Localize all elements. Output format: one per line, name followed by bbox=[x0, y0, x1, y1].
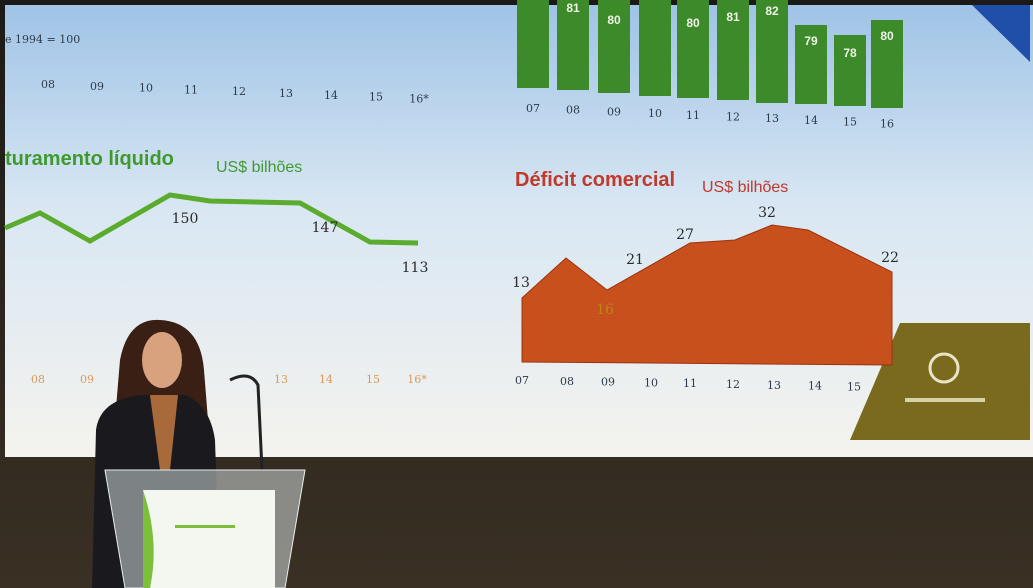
bar-axis-label: 09 bbox=[607, 105, 621, 118]
revenue-value-label: 150 bbox=[172, 211, 199, 227]
revenue-value-label: 113 bbox=[402, 260, 429, 276]
deficit-axis-label: 11 bbox=[683, 377, 697, 390]
deficit-value-label: 21 bbox=[626, 252, 644, 268]
photo: e 1994 = 100 turamento líquido US$ bilhõ… bbox=[0, 0, 1033, 588]
bar-axis-label: 16 bbox=[880, 117, 894, 130]
deficit-title: Déficit comercial bbox=[515, 169, 675, 191]
bar bbox=[677, 0, 709, 98]
bar-value-label: 81 bbox=[566, 1, 580, 15]
deficit-axis-label: 15 bbox=[847, 380, 861, 393]
photo-canvas: e 1994 = 100 turamento líquido US$ bilhõ… bbox=[0, 0, 1033, 588]
bar bbox=[639, 0, 671, 96]
deficit-axis-label: 13 bbox=[767, 379, 781, 392]
bar-value-label: 81 bbox=[726, 10, 740, 24]
deficit-axis-label: 12 bbox=[726, 378, 740, 391]
index-axis-label: 11 bbox=[184, 83, 198, 96]
revenue-axis-label: 09 bbox=[80, 373, 94, 386]
deficit-value-label: 22 bbox=[881, 250, 899, 266]
bar bbox=[517, 0, 549, 88]
bar-value-label: 80 bbox=[880, 29, 894, 43]
deficit-axis-label: 08 bbox=[560, 375, 574, 388]
deficit-axis-label: 14 bbox=[808, 380, 822, 393]
bar-axis-label: 14 bbox=[804, 114, 818, 127]
revenue-title: turamento líquido bbox=[5, 148, 174, 170]
revenue-unit: US$ bilhões bbox=[216, 159, 302, 176]
bar-axis-label: 08 bbox=[566, 104, 580, 117]
deficit-value-label: 16 bbox=[596, 302, 614, 318]
bar-axis-label: 13 bbox=[765, 112, 779, 125]
bar-value-label: 79 bbox=[804, 34, 818, 48]
bar-axis-label: 10 bbox=[648, 107, 662, 120]
index-note: e 1994 = 100 bbox=[5, 33, 80, 46]
podium-sign-text bbox=[175, 525, 235, 528]
deficit-axis-label: 10 bbox=[644, 376, 658, 389]
bar-axis-label: 11 bbox=[686, 109, 700, 122]
bar-value-label: 82 bbox=[765, 4, 779, 18]
bar-value-label: 80 bbox=[607, 13, 621, 27]
deficit-axis-label: 09 bbox=[601, 376, 615, 389]
deficit-value-label: 32 bbox=[758, 205, 776, 221]
bar-axis-label: 07 bbox=[526, 102, 540, 115]
revenue-axis-label: 14 bbox=[319, 373, 333, 386]
index-axis-label: 08 bbox=[41, 78, 55, 91]
deficit-unit: US$ bilhões bbox=[702, 179, 788, 196]
deficit-value-label: 13 bbox=[512, 275, 530, 291]
revenue-axis-label: 13 bbox=[274, 373, 288, 386]
speaker-face bbox=[142, 332, 182, 388]
revenue-axis-label: 15 bbox=[366, 373, 380, 386]
index-axis-label: 10 bbox=[139, 82, 153, 95]
podium-sign bbox=[143, 490, 275, 588]
revenue-value-label: 147 bbox=[312, 220, 339, 236]
deficit-axis-label: 07 bbox=[515, 374, 529, 387]
index-axis-label: 13 bbox=[279, 87, 293, 100]
bar-axis-label: 15 bbox=[843, 116, 857, 129]
index-axis-label: 12 bbox=[232, 85, 246, 98]
revenue-axis-label: 16* bbox=[407, 373, 427, 386]
index-axis-label: 14 bbox=[324, 89, 338, 102]
bar-axis-label: 12 bbox=[726, 111, 740, 124]
revenue-axis-label: 08 bbox=[31, 373, 45, 386]
logo-text bbox=[905, 398, 985, 402]
index-axis-label: 15 bbox=[369, 91, 383, 104]
bar-value-label: 80 bbox=[686, 16, 700, 30]
index-axis-label: 16* bbox=[409, 92, 429, 105]
index-axis-label: 09 bbox=[90, 80, 104, 93]
bar-value-label: 78 bbox=[843, 46, 857, 60]
deficit-value-label: 27 bbox=[676, 227, 694, 243]
